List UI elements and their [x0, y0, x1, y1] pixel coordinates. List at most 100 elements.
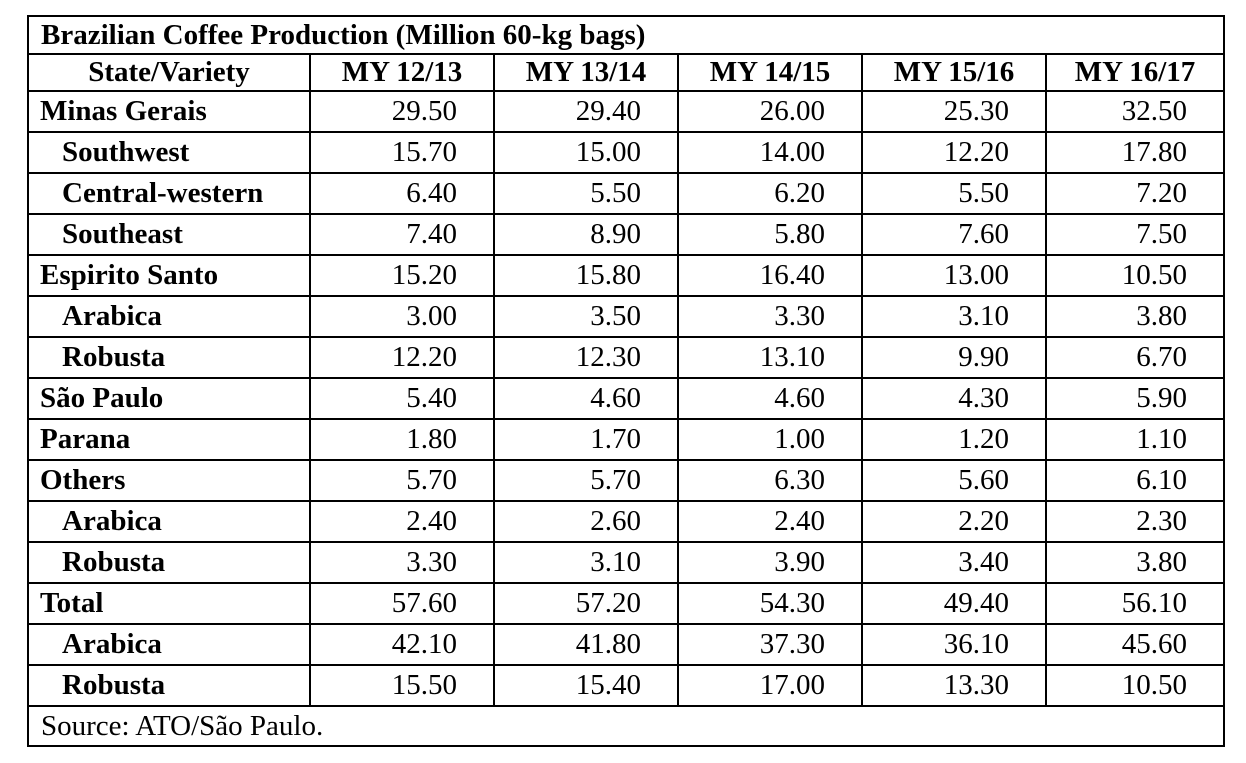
value-cell: 5.60 [861, 459, 1047, 502]
value-cell: 3.30 [309, 541, 495, 584]
value-cell: 1.70 [493, 418, 679, 461]
value-cell: 12.30 [493, 336, 679, 379]
value-cell: 2.30 [1044, 500, 1226, 543]
value-cell: 10.50 [1044, 664, 1226, 707]
row-label: Others [27, 459, 311, 502]
table-row: São Paulo 5.40 4.60 4.60 4.30 5.90 [27, 377, 1226, 420]
value-cell: 15.70 [309, 131, 495, 174]
row-label: Arabica [27, 295, 311, 338]
row-label: Espirito Santo [27, 254, 311, 297]
value-cell: 7.40 [309, 213, 495, 256]
value-cell: 6.30 [677, 459, 863, 502]
column-header: MY 14/15 [677, 53, 863, 92]
value-cell: 7.60 [861, 213, 1047, 256]
table-row: Southwest 15.70 15.00 14.00 12.20 17.80 [27, 131, 1226, 174]
value-cell: 17.00 [677, 664, 863, 707]
table-row: Total 57.60 57.20 54.30 49.40 56.10 [27, 582, 1226, 625]
value-cell: 5.40 [309, 377, 495, 420]
value-cell: 57.20 [493, 582, 679, 625]
value-cell: 13.30 [861, 664, 1047, 707]
value-cell: 41.80 [493, 623, 679, 666]
coffee-production-table: Brazilian Coffee Production (Million 60-… [26, 15, 1226, 747]
value-cell: 3.90 [677, 541, 863, 584]
value-cell: 3.10 [861, 295, 1047, 338]
value-cell: 2.60 [493, 500, 679, 543]
value-cell: 5.50 [493, 172, 679, 215]
value-cell: 9.90 [861, 336, 1047, 379]
table-row: Robusta 12.20 12.30 13.10 9.90 6.70 [27, 336, 1226, 379]
table-row: Robusta 15.50 15.40 17.00 13.30 10.50 [27, 664, 1226, 707]
table-row: Parana 1.80 1.70 1.00 1.20 1.10 [27, 418, 1226, 461]
table-row: Central-western 6.40 5.50 6.20 5.50 7.20 [27, 172, 1226, 215]
table-row: Robusta 3.30 3.10 3.90 3.40 3.80 [27, 541, 1226, 584]
value-cell: 8.90 [493, 213, 679, 256]
value-cell: 4.60 [493, 377, 679, 420]
column-header: MY 15/16 [861, 53, 1047, 92]
row-label: Total [27, 582, 311, 625]
table-row: Arabica 42.10 41.80 37.30 36.10 45.60 [27, 623, 1226, 666]
table-title: Brazilian Coffee Production (Million 60-… [26, 15, 1226, 55]
value-cell: 6.70 [1044, 336, 1226, 379]
row-label: Minas Gerais [27, 90, 311, 133]
source-row: Source: ATO/São Paulo. [26, 705, 1226, 747]
value-cell: 13.10 [677, 336, 863, 379]
value-cell: 12.20 [309, 336, 495, 379]
value-cell: 42.10 [309, 623, 495, 666]
column-header: MY 16/17 [1044, 53, 1226, 92]
value-cell: 6.20 [677, 172, 863, 215]
value-cell: 4.30 [861, 377, 1047, 420]
value-cell: 15.00 [493, 131, 679, 174]
header-row: State/Variety MY 12/13 MY 13/14 MY 14/15 MY … [27, 53, 1226, 92]
value-cell: 54.30 [677, 582, 863, 625]
value-cell: 13.00 [861, 254, 1047, 297]
value-cell: 1.80 [309, 418, 495, 461]
table-row: Espirito Santo 15.20 15.80 16.40 13.00 10.50 [27, 254, 1226, 297]
table-row: Arabica 2.40 2.60 2.40 2.20 2.30 [27, 500, 1226, 543]
value-cell: 3.40 [861, 541, 1047, 584]
row-label: Southwest [27, 131, 311, 174]
value-cell: 45.60 [1044, 623, 1226, 666]
row-label: Robusta [27, 664, 311, 707]
value-cell: 10.50 [1044, 254, 1226, 297]
value-cell: 14.00 [677, 131, 863, 174]
value-cell: 37.30 [677, 623, 863, 666]
value-cell: 7.20 [1044, 172, 1226, 215]
row-label: Arabica [27, 623, 311, 666]
value-cell: 29.40 [493, 90, 679, 133]
value-cell: 32.50 [1044, 90, 1226, 133]
value-cell: 1.10 [1044, 418, 1226, 461]
value-cell: 2.40 [309, 500, 495, 543]
column-header: MY 13/14 [493, 53, 679, 92]
value-cell: 7.50 [1044, 213, 1226, 256]
value-cell: 56.10 [1044, 582, 1226, 625]
value-cell: 3.00 [309, 295, 495, 338]
row-label: Central-western [27, 172, 311, 215]
value-cell: 36.10 [861, 623, 1047, 666]
value-cell: 6.10 [1044, 459, 1226, 502]
value-cell: 15.50 [309, 664, 495, 707]
value-cell: 5.90 [1044, 377, 1226, 420]
value-cell: 17.80 [1044, 131, 1226, 174]
value-cell: 15.20 [309, 254, 495, 297]
value-cell: 2.20 [861, 500, 1047, 543]
value-cell: 2.40 [677, 500, 863, 543]
value-cell: 6.40 [309, 172, 495, 215]
column-header: MY 12/13 [309, 53, 495, 92]
value-cell: 57.60 [309, 582, 495, 625]
table-row: Arabica 3.00 3.50 3.30 3.10 3.80 [27, 295, 1226, 338]
table-row: Others 5.70 5.70 6.30 5.60 6.10 [27, 459, 1226, 502]
title-row: Brazilian Coffee Production (Million 60-… [26, 15, 1226, 55]
row-label: São Paulo [27, 377, 311, 420]
row-label: Robusta [27, 336, 311, 379]
table-row: Minas Gerais 29.50 29.40 26.00 25.30 32.50 [27, 90, 1226, 133]
row-label: Southeast [27, 213, 311, 256]
row-label: Robusta [27, 541, 311, 584]
value-cell: 5.80 [677, 213, 863, 256]
value-cell: 15.80 [493, 254, 679, 297]
value-cell: 5.50 [861, 172, 1047, 215]
row-label: Parana [27, 418, 311, 461]
row-label: Arabica [27, 500, 311, 543]
column-header: State/Variety [27, 53, 311, 92]
value-cell: 5.70 [493, 459, 679, 502]
